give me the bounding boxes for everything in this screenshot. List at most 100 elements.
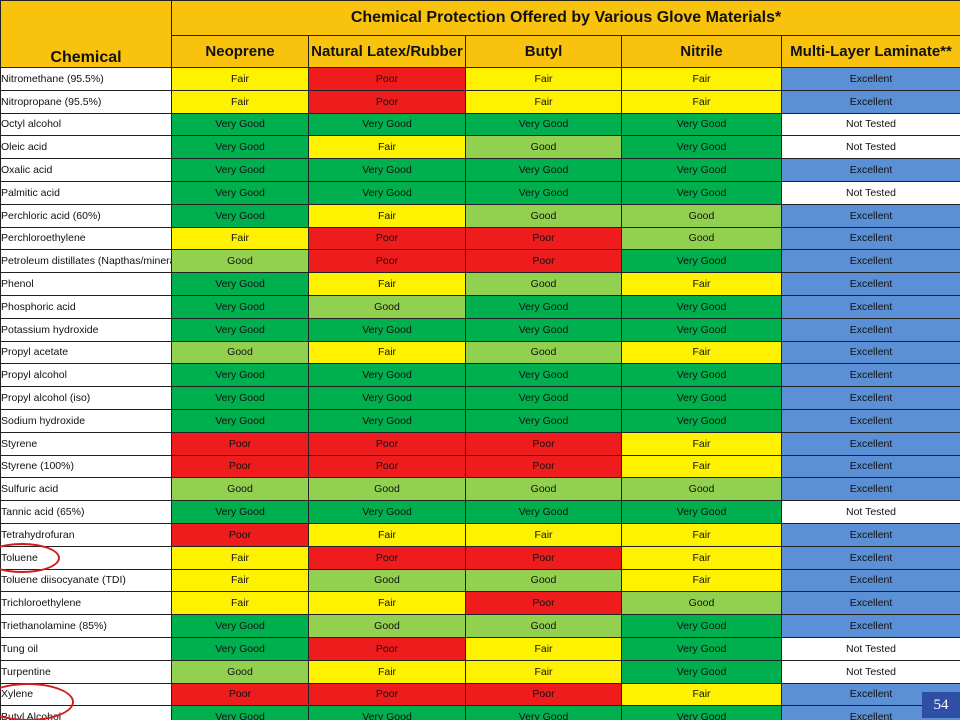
chemical-name-cell: Propyl alcohol (iso): [0, 386, 172, 410]
column-header-natural-latex: Natural Latex/Rubber: [308, 35, 466, 68]
rating-cell: Very Good: [465, 158, 622, 182]
rating-cell: Good: [465, 568, 622, 593]
table-row: Octyl alcohol Very Good Very Good Very Good…: [0, 112, 960, 137]
rating-cell: Good: [171, 659, 309, 684]
table-row: Propyl alcohol Very Good Very Good Very Goo…: [0, 363, 960, 388]
rating-cell: Not Tested: [780, 180, 960, 205]
rating-cell: Very Good: [308, 705, 466, 720]
rating-cell: Very Good: [621, 636, 782, 661]
chemical-name-cell: Octyl alcohol: [0, 112, 172, 137]
rating-cell: Very Good: [465, 705, 622, 720]
rating-cell: Fair: [171, 226, 309, 251]
rating-cell: Good: [465, 477, 622, 502]
chemical-name-cell: Toluene diisocyanate (TDI): [0, 568, 172, 593]
rating-cell: Very Good: [621, 112, 782, 137]
chemical-name-cell: Toluene: [0, 545, 172, 570]
rating-cell: Very Good: [171, 112, 309, 137]
rating-cell: Excellent: [780, 340, 960, 365]
table-row: Turpentine Good Fair Fair Very Good Not Teste…: [0, 659, 960, 684]
rating-cell: Fair: [621, 454, 782, 479]
column-header-butyl: Butyl: [465, 35, 622, 68]
rating-cell: Very Good: [621, 180, 782, 205]
table-row: Perchloroethylene Fair Poor Poor Good Excelle…: [0, 226, 960, 251]
rating-cell: Fair: [171, 591, 309, 616]
table-row: Trichloroethylene Fair Fair Poor Good Excelle…: [0, 591, 960, 616]
rating-cell: Good: [621, 591, 782, 616]
chemical-name-cell: Triethanolamine (85%): [0, 614, 172, 638]
rating-cell: Very Good: [171, 500, 309, 524]
rating-cell: Good: [171, 340, 309, 365]
chemical-name-cell: Butyl Alcohol: [0, 705, 172, 720]
chemical-name-cell: Trichloroethylene: [0, 591, 172, 616]
rating-cell: Very Good: [171, 363, 309, 388]
table-row: Sodium hydroxide Very Good Very Good Very G…: [0, 408, 960, 433]
rating-cell: Very Good: [465, 112, 622, 137]
rating-cell: Fair: [308, 203, 466, 228]
rating-cell: Poor: [465, 591, 622, 616]
chemical-name-cell: Oxalic acid: [0, 158, 172, 182]
rating-cell: Poor: [465, 545, 622, 570]
chemical-name-cell: Nitromethane (95.5%): [0, 67, 172, 91]
rating-cell: Very Good: [621, 659, 782, 684]
chemical-name-cell: Sodium hydroxide: [0, 408, 172, 433]
rating-cell: Very Good: [308, 317, 466, 342]
rating-cell: Very Good: [465, 317, 622, 342]
rating-cell: Excellent: [780, 477, 960, 502]
table-row: Triethanolamine (85%) Very Good Good Good Ve…: [0, 614, 960, 638]
table-row: Sulfuric acid Good Good Good Good Excellent: [0, 477, 960, 502]
rating-cell: Excellent: [780, 67, 960, 91]
rating-cell: Not Tested: [780, 135, 960, 160]
rating-cell: Excellent: [780, 294, 960, 319]
chemical-name-cell: Sulfuric acid: [0, 477, 172, 502]
rating-cell: Very Good: [308, 363, 466, 388]
rating-cell: Poor: [308, 636, 466, 661]
rating-cell: Fair: [465, 522, 622, 547]
rating-cell: Not Tested: [780, 659, 960, 684]
rating-cell: Very Good: [621, 408, 782, 433]
rating-cell: Excellent: [780, 682, 960, 707]
rating-cell: Very Good: [621, 614, 782, 638]
rating-cell: Fair: [308, 135, 466, 160]
rating-cell: Very Good: [308, 500, 466, 524]
rating-cell: Poor: [171, 682, 309, 707]
rating-cell: Fair: [465, 636, 622, 661]
rating-cell: Poor: [308, 431, 466, 456]
rating-cell: Very Good: [171, 408, 309, 433]
chemical-name-cell: Styrene: [0, 431, 172, 456]
rating-cell: Poor: [465, 226, 622, 251]
rating-cell: Poor: [308, 89, 466, 114]
rating-cell: Fair: [171, 568, 309, 593]
rating-cell: Excellent: [780, 386, 960, 410]
rating-cell: Fair: [308, 272, 466, 296]
rating-cell: Very Good: [465, 363, 622, 388]
table-row: Toluene diisocyanate (TDI) Fair Good Good Fa…: [0, 568, 960, 593]
rating-cell: Good: [308, 614, 466, 638]
chemical-name-cell: Perchloroethylene: [0, 226, 172, 251]
rating-cell: Fair: [171, 89, 309, 114]
rating-cell: Very Good: [171, 317, 309, 342]
chemical-name-cell: Tetrahydrofuran: [0, 522, 172, 547]
rating-cell: Very Good: [308, 386, 466, 410]
rating-cell: Good: [621, 203, 782, 228]
chemical-name-cell: Propyl acetate: [0, 340, 172, 365]
rating-cell: Poor: [171, 431, 309, 456]
rating-cell: Fair: [621, 272, 782, 296]
table-row: Oleic acid Very Good Fair Good Very Good Not …: [0, 135, 960, 160]
rating-cell: Good: [465, 135, 622, 160]
chemical-name-cell: Tung oil: [0, 636, 172, 661]
rating-cell: Very Good: [308, 408, 466, 433]
rating-cell: Good: [465, 614, 622, 638]
chemical-name-cell: Phenol: [0, 272, 172, 296]
rating-cell: Excellent: [780, 363, 960, 388]
rating-cell: Poor: [465, 249, 622, 274]
chemical-name-cell: Xylene: [0, 682, 172, 707]
table-row: Xylene Poor Poor Poor Fair Excellent: [0, 682, 960, 707]
rating-cell: Very Good: [171, 294, 309, 319]
table-row: Oxalic acid Very Good Very Good Very Good Ve…: [0, 158, 960, 182]
rating-cell: Fair: [621, 67, 782, 91]
rating-cell: Excellent: [780, 454, 960, 479]
rating-cell: Poor: [308, 454, 466, 479]
rating-cell: Excellent: [780, 705, 960, 720]
chemical-name-cell: Perchloric acid (60%): [0, 203, 172, 228]
rating-cell: Fair: [465, 89, 622, 114]
